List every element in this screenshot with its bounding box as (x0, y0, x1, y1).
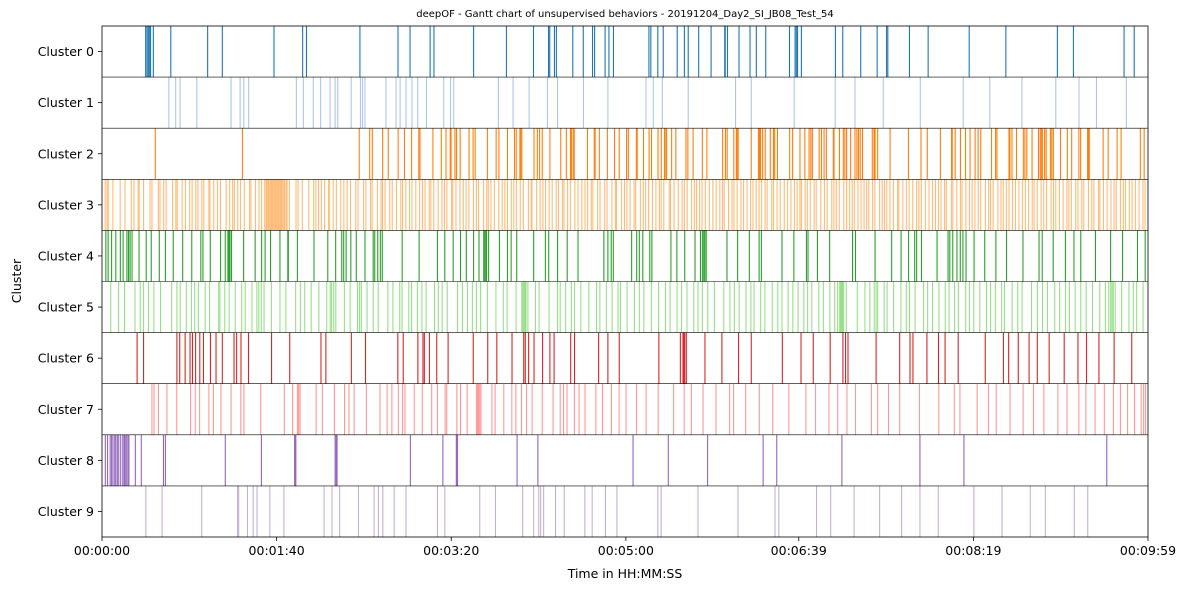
series-9 (145, 485, 1089, 537)
x-axis-label: Time in HH:MM:SS (567, 566, 683, 581)
bars-layer (104, 26, 1147, 537)
y-tick-label-5: Cluster 5 (38, 300, 94, 315)
row-band-1 (102, 77, 1148, 129)
series-6 (136, 332, 1133, 384)
row-band-6 (102, 332, 1148, 384)
x-tick-label-0: 00:00:00 (74, 543, 130, 558)
y-tick-label-6: Cluster 6 (38, 351, 94, 366)
row-band-7 (102, 383, 1148, 435)
x-tick-label-3: 00:05:00 (598, 543, 654, 558)
y-axis: Cluster 0 Cluster 1 Cluster 2 Cluster 3 Clus… (38, 44, 102, 519)
series-2 (154, 128, 1145, 180)
y-tick-label-1: Cluster 1 (38, 95, 94, 110)
x-tick-label-4: 00:06:39 (771, 543, 827, 558)
y-tick-label-7: Cluster 7 (38, 402, 94, 417)
series-0 (145, 26, 1135, 78)
series-3 (104, 179, 1146, 231)
y-tick-label-0: Cluster 0 (38, 44, 94, 59)
series-8 (104, 434, 1108, 486)
y-tick-label-3: Cluster 3 (38, 197, 94, 212)
row-band-9 (102, 485, 1148, 537)
series-7 (151, 383, 1147, 435)
x-tick-label-1: 00:01:40 (249, 543, 305, 558)
y-tick-label-8: Cluster 8 (38, 453, 94, 468)
x-axis: 00:00:00 00:01:40 00:03:20 00:05:00 00:06:39… (74, 537, 1176, 558)
y-axis-label: Cluster (9, 258, 24, 303)
x-tick-label-5: 00:08:19 (945, 543, 1001, 558)
row-band-4 (102, 230, 1148, 282)
row-band-8 (102, 434, 1148, 486)
series-5 (110, 281, 1144, 333)
y-tick-label-9: Cluster 9 (38, 504, 94, 519)
y-tick-label-2: Cluster 2 (38, 146, 94, 161)
y-tick-label-4: Cluster 4 (38, 248, 94, 263)
plot-frame (101, 25, 1149, 538)
row-band-2 (102, 128, 1148, 180)
chart-title: deepOF - Gantt chart of unsupervised beh… (416, 9, 834, 20)
series-1 (168, 77, 1127, 129)
x-tick-label-6: 00:09:59 (1120, 543, 1176, 558)
row-band-0 (102, 26, 1148, 78)
x-tick-label-2: 00:03:20 (423, 543, 479, 558)
plot-border (101, 25, 1149, 538)
series-4 (105, 230, 1146, 282)
